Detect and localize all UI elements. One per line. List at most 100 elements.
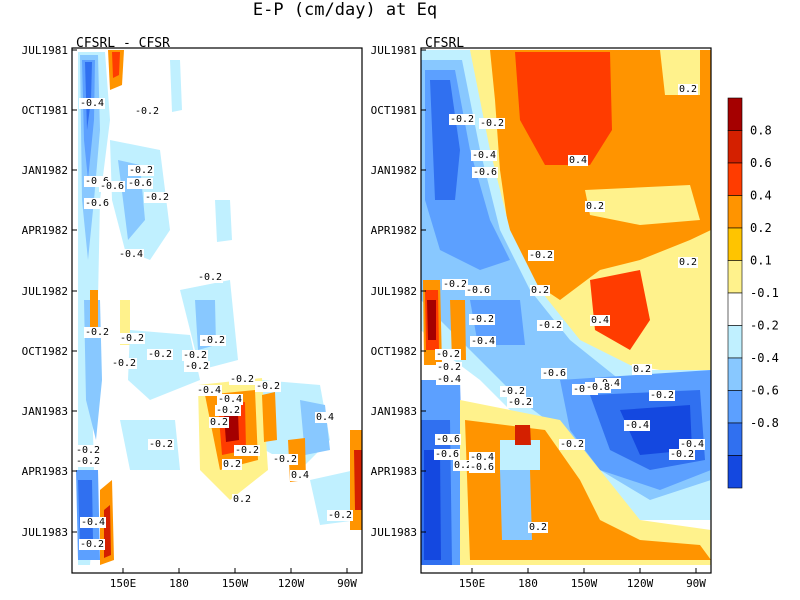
contour-label: -0.4 bbox=[81, 517, 105, 528]
contour-label-bg bbox=[99, 181, 125, 192]
contour-label-bg bbox=[435, 349, 461, 360]
x-tick-label: 180 bbox=[518, 577, 538, 590]
contour-label-bg bbox=[632, 364, 652, 375]
contour-fill-region bbox=[215, 200, 232, 242]
contour-label: -0.6 bbox=[542, 368, 566, 379]
contour-label-bg bbox=[568, 155, 588, 166]
contour-label: -0.2 bbox=[145, 192, 169, 203]
contour-label: -0.2 bbox=[256, 381, 280, 392]
contour-label-bg bbox=[75, 456, 101, 467]
x-tick-label: 120W bbox=[627, 577, 654, 590]
contour-label: -0.2 bbox=[560, 439, 584, 450]
x-tick-label: 90W bbox=[686, 577, 706, 590]
contour-label-bg bbox=[590, 315, 610, 326]
y-tick-label: JAN1983 bbox=[371, 405, 417, 418]
contour-label-bg bbox=[80, 517, 106, 528]
contour-label: 0.2 bbox=[529, 522, 547, 533]
contour-label: -0.2 bbox=[470, 314, 494, 325]
contour-label: -0.2 bbox=[198, 272, 222, 283]
contour-label: -0.2 bbox=[508, 397, 532, 408]
contour-label: -0.4 bbox=[680, 439, 704, 450]
colorbar-label: -0.6 bbox=[750, 384, 779, 398]
contour-label-bg bbox=[196, 385, 222, 396]
colorbar-label: -0.1 bbox=[750, 286, 779, 300]
contour-label: -0.2 bbox=[135, 106, 159, 117]
contour-label-bg bbox=[222, 459, 242, 470]
contour-fill-region bbox=[590, 270, 650, 350]
contour-label-bg bbox=[229, 374, 255, 385]
contour-label-bg bbox=[442, 279, 468, 290]
y-tick-label: OCT1981 bbox=[371, 104, 417, 117]
contour-label: 0.2 bbox=[454, 460, 472, 471]
contour-fill-region bbox=[450, 300, 466, 360]
contour-label: -0.2 bbox=[273, 454, 297, 465]
colorbar: 0.8 0.6 0.4 0.2 0.1 -0.1 -0.2 -0.4 -0.6 -0.8 bbox=[727, 97, 779, 489]
contour-label-bg bbox=[453, 460, 473, 471]
contour-label: -0.6 bbox=[473, 167, 497, 178]
colorbar-swatch bbox=[727, 195, 743, 229]
panel-difference-frame bbox=[71, 47, 363, 574]
contour-label-bg bbox=[217, 394, 243, 405]
contour-label: -0.2 bbox=[129, 165, 153, 176]
contour-label-bg bbox=[127, 178, 153, 189]
contour-fill-region bbox=[128, 330, 200, 400]
contour-fill-region bbox=[620, 405, 692, 455]
contour-label-bg bbox=[148, 439, 174, 450]
x-tick-label: 150E bbox=[110, 577, 137, 590]
contour-label: -0.4 bbox=[119, 249, 143, 260]
contour-label-bg bbox=[649, 390, 675, 401]
contour-fill-region bbox=[585, 185, 700, 225]
contour-label-bg bbox=[434, 449, 460, 460]
contour-label-bg bbox=[559, 439, 585, 450]
y-tick-label: JUL1982 bbox=[371, 285, 417, 298]
contour-label-bg bbox=[449, 114, 475, 125]
y-tick-label: JUL1981 bbox=[371, 44, 417, 57]
contour-label-bg bbox=[290, 470, 310, 481]
contour-label: 0.4 bbox=[291, 470, 309, 481]
contour-fill-region bbox=[500, 470, 532, 540]
contour-fill-region bbox=[85, 62, 92, 130]
colorbar-swatch bbox=[727, 455, 743, 489]
contour-label-bg bbox=[84, 176, 110, 187]
colorbar-label: 0.4 bbox=[750, 189, 772, 203]
contour-label: -0.6 bbox=[470, 462, 494, 473]
colorbar-label: -0.4 bbox=[750, 351, 779, 365]
panel-cfsrl-fill bbox=[421, 50, 711, 565]
contour-label-bg bbox=[255, 381, 281, 392]
contour-label-bg bbox=[84, 198, 110, 209]
contour-label: -0.2 bbox=[235, 445, 259, 456]
contour-label: -0.6 bbox=[435, 449, 459, 460]
colorbar-swatch bbox=[727, 390, 743, 424]
y-axis-right: JUL1981 OCT1981 JAN1982 APR1982 JUL1982 OCT19… bbox=[371, 44, 426, 539]
contour-label: -0.2 bbox=[76, 456, 100, 467]
contour-label: -0.4 bbox=[437, 374, 461, 385]
contour-label-bg bbox=[79, 539, 105, 550]
x-tick-label: 150E bbox=[459, 577, 486, 590]
y-axis-left: JUL1981 OCT1981 JAN1982 APR1982 JUL1982 OCT19… bbox=[22, 44, 77, 539]
colorbar-label: -0.8 bbox=[750, 416, 779, 430]
contour-label-bg bbox=[507, 397, 533, 408]
panel-cfsrl: CFSRL 0.2-0.2 -0.2-0.4-0.60.40.2-0.20.20.… bbox=[420, 36, 712, 574]
contour-label-bg bbox=[471, 150, 497, 161]
contour-label-bg bbox=[472, 167, 498, 178]
contour-fill-region bbox=[427, 300, 436, 340]
y-tick-label: APR1982 bbox=[371, 224, 417, 237]
contour-fill-region bbox=[354, 450, 362, 510]
colorbar-swatch bbox=[727, 325, 743, 359]
contour-fill-region bbox=[500, 440, 540, 470]
x-tick-label: 150W bbox=[571, 577, 598, 590]
contour-label-bg bbox=[435, 434, 461, 445]
contour-label-bg bbox=[234, 445, 260, 456]
y-tick-label: JAN1982 bbox=[371, 164, 417, 177]
contour-label: -0.2 bbox=[85, 327, 109, 338]
y-tick-label: JUL1981 bbox=[22, 44, 68, 57]
contour-label-bg bbox=[679, 439, 705, 450]
contour-label-bg bbox=[436, 362, 462, 373]
contour-label: -0.2 bbox=[450, 114, 474, 125]
contour-label-bg bbox=[184, 361, 210, 372]
contour-label: 0.2 bbox=[223, 459, 241, 470]
contour-label: -0.2 bbox=[650, 390, 674, 401]
x-tick-label: 150W bbox=[222, 577, 249, 590]
y-tick-label: JAN1983 bbox=[22, 405, 68, 418]
colorbar-swatch bbox=[727, 97, 743, 131]
